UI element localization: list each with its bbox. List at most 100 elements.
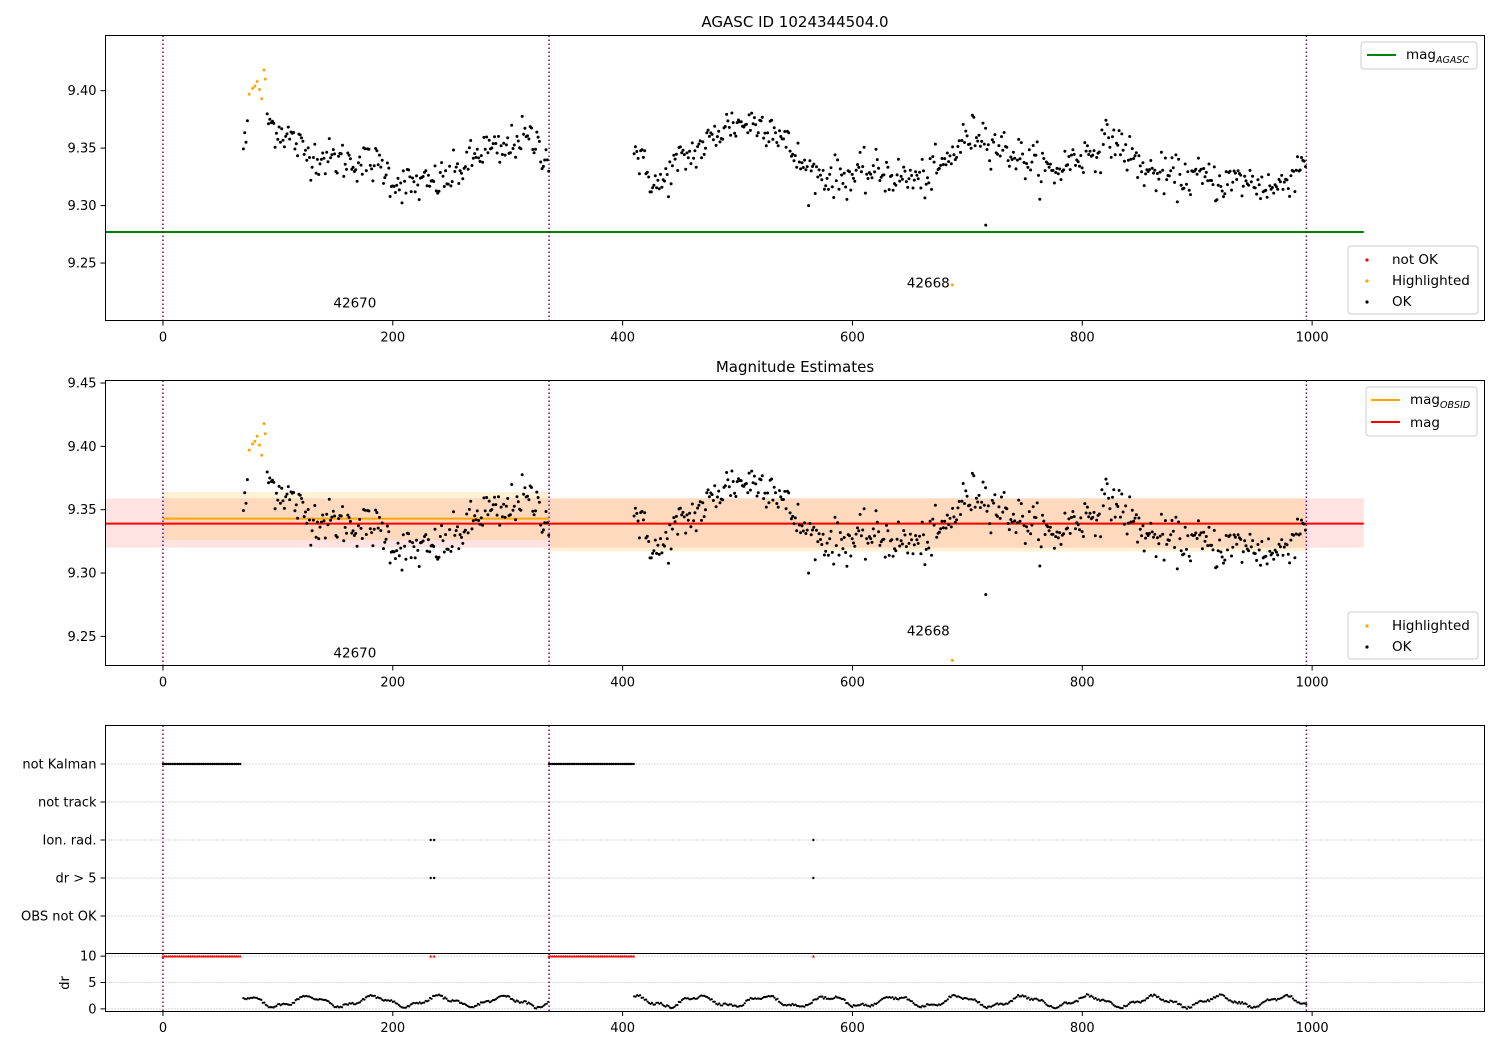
ok-point xyxy=(388,195,392,198)
ok-point xyxy=(690,141,694,145)
dr-point xyxy=(924,1005,927,1008)
ok-point xyxy=(930,187,933,191)
ok-point xyxy=(739,479,743,483)
ok-point xyxy=(986,143,990,147)
ok-point xyxy=(1039,545,1043,549)
ok-point xyxy=(836,158,840,162)
dr-point xyxy=(1006,1002,1009,1005)
ok-point xyxy=(1013,519,1017,523)
ok-point xyxy=(481,523,485,527)
ok-point xyxy=(1039,180,1043,184)
ok-point xyxy=(766,131,770,135)
ok-point xyxy=(1148,531,1151,535)
ok-point xyxy=(331,148,335,152)
flag-point xyxy=(224,762,227,766)
ok-point xyxy=(916,177,920,181)
flag-point xyxy=(584,762,588,766)
ok-point xyxy=(1253,552,1257,556)
ok-point xyxy=(522,492,526,496)
ok-point xyxy=(438,171,442,174)
dr-point xyxy=(393,1000,396,1003)
ok-point xyxy=(490,146,494,150)
ok-point xyxy=(997,505,1001,509)
flag-row-label: not track xyxy=(38,796,97,811)
dr-point xyxy=(1139,1001,1142,1004)
ok-point xyxy=(1132,157,1136,160)
ok-point xyxy=(878,179,882,182)
dr-point xyxy=(1008,1001,1011,1004)
ok-point xyxy=(680,151,684,155)
ok-point xyxy=(1187,554,1191,558)
ok-point xyxy=(306,146,310,150)
ok-point xyxy=(1302,159,1306,163)
ok-point xyxy=(920,520,924,524)
dr-point xyxy=(1049,1004,1052,1008)
legend-marker-ok xyxy=(1365,300,1369,304)
dr-point xyxy=(545,1002,548,1005)
ok-point xyxy=(970,471,974,475)
ok-point xyxy=(1157,177,1161,181)
ok-point xyxy=(1178,172,1182,176)
ok-point xyxy=(791,152,795,156)
ok-point xyxy=(998,516,1002,520)
ok-point xyxy=(1121,148,1125,152)
ok-point xyxy=(460,171,463,175)
dr-point xyxy=(973,998,976,1001)
ok-point xyxy=(367,147,371,151)
ok-point xyxy=(1292,533,1296,537)
ok-point xyxy=(645,534,649,538)
ok-point xyxy=(1015,158,1019,162)
ok-point xyxy=(535,490,539,494)
ok-point xyxy=(953,520,957,524)
flag-point xyxy=(183,762,187,766)
flag-point xyxy=(172,762,176,766)
ok-point xyxy=(1293,556,1297,560)
dr-point xyxy=(1285,993,1289,997)
ok-point xyxy=(1278,545,1282,549)
dr-point xyxy=(794,1003,797,1006)
dr-tick-label: 5 xyxy=(88,976,96,991)
ok-point xyxy=(733,131,737,135)
ok-point xyxy=(668,160,672,164)
ok-point xyxy=(504,143,508,147)
ok-point xyxy=(1167,538,1171,542)
flag-point xyxy=(564,762,567,766)
ok-point xyxy=(649,556,653,560)
flag-point xyxy=(566,762,569,766)
ok-point xyxy=(378,515,381,519)
ok-point xyxy=(300,497,303,500)
ok-point xyxy=(1128,135,1132,138)
ok-point xyxy=(820,178,824,182)
ok-point xyxy=(663,544,666,548)
ok-point xyxy=(804,532,808,535)
ok-point xyxy=(873,534,877,538)
legend-ok-label: OK xyxy=(1392,294,1413,310)
dr-point xyxy=(1121,1007,1124,1010)
dr-point xyxy=(891,996,894,999)
ok-point xyxy=(278,501,282,505)
ok-point xyxy=(903,169,907,173)
ok-point xyxy=(395,549,399,553)
ok-point xyxy=(919,186,923,190)
ok-point xyxy=(941,163,945,166)
flag-point xyxy=(231,762,234,766)
ok-point xyxy=(838,167,842,171)
ok-point xyxy=(523,486,527,490)
ok-point xyxy=(705,131,709,135)
ok-point xyxy=(1163,519,1167,523)
ok-point xyxy=(989,531,993,535)
ok-point xyxy=(943,519,947,523)
ok-point xyxy=(364,169,368,173)
dr-point xyxy=(680,999,684,1002)
dr-point xyxy=(511,998,514,1001)
ok-point xyxy=(494,503,498,507)
ok-point xyxy=(426,538,430,542)
ok-point xyxy=(828,537,832,541)
ok-point xyxy=(1134,513,1138,517)
ok-point xyxy=(706,128,710,132)
dr-point xyxy=(327,1000,330,1003)
ok-point xyxy=(351,165,355,169)
legend-marker-not-ok xyxy=(1365,258,1369,262)
ok-point xyxy=(272,480,276,484)
